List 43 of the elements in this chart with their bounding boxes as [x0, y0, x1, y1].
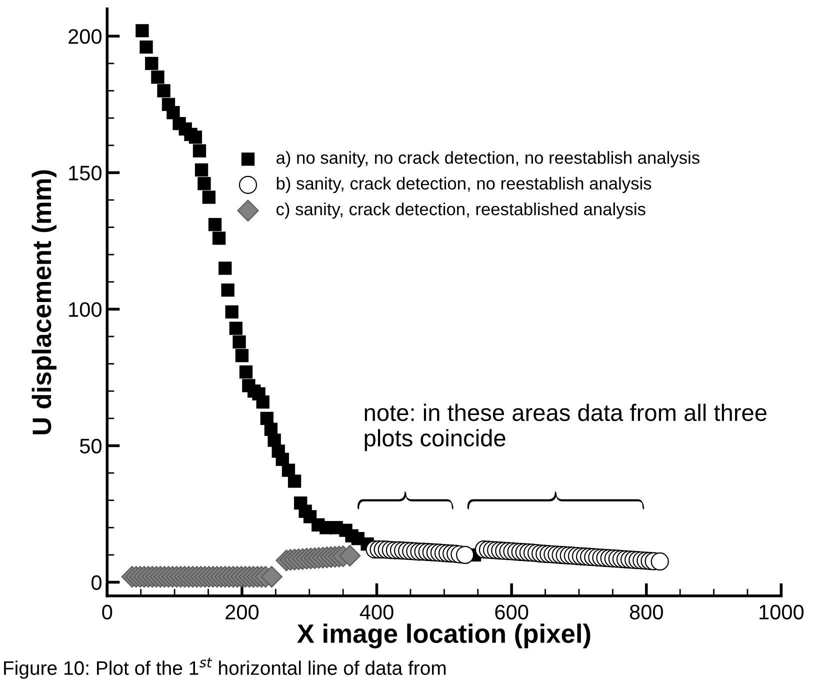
point: [239, 365, 253, 379]
point: [225, 305, 238, 319]
point: [198, 177, 211, 190]
y-tick-label: 50: [80, 438, 102, 454]
x-axis-title: X image location (pixel): [297, 624, 590, 648]
legend-label: b) sanity, crack detection, no reestablish analysis: [276, 176, 652, 194]
point: [157, 84, 170, 98]
point: [145, 56, 158, 70]
x-tick-label: 800: [630, 604, 663, 620]
point: [282, 464, 296, 477]
x-tick-label: 400: [360, 604, 394, 620]
point: [166, 106, 180, 120]
legend-label: c) sanity, crack detection, reestablished analysis: [276, 202, 646, 219]
legend-label: a) no sanity, no crack detection, no reestablish analysis: [276, 151, 700, 168]
point: [202, 190, 216, 204]
point: [229, 322, 242, 335]
point: [188, 130, 202, 144]
point: [235, 349, 249, 362]
point: [221, 283, 234, 297]
y-tick-label: 200: [68, 29, 102, 44]
point: [140, 40, 153, 54]
x-tick-label: 1000: [760, 604, 804, 620]
y-tick-label: 100: [69, 302, 102, 317]
point: [194, 163, 208, 177]
x-tick-label: 600: [495, 604, 528, 620]
point: [151, 70, 164, 84]
point: [192, 144, 206, 158]
point: [256, 395, 270, 409]
x-tick-label: 200: [226, 604, 259, 620]
point: [218, 262, 232, 275]
point: [232, 335, 246, 349]
x-tick-label: 0: [102, 604, 112, 620]
point: [288, 474, 302, 488]
point: [338, 544, 361, 567]
point: [208, 218, 222, 232]
point: [136, 24, 149, 38]
point: [212, 232, 226, 245]
point: [260, 566, 282, 588]
y-tick-label: 0: [92, 575, 102, 590]
y-tick-label: 150: [69, 166, 102, 180]
y-axis-title: U displacement (mm): [32, 170, 56, 434]
caption: Figure 10: Plot of the 1$^{st}$ horizontal line of data from: [4, 658, 446, 679]
annotation: note: in these areas data from all three plots coincide: [364, 404, 766, 452]
